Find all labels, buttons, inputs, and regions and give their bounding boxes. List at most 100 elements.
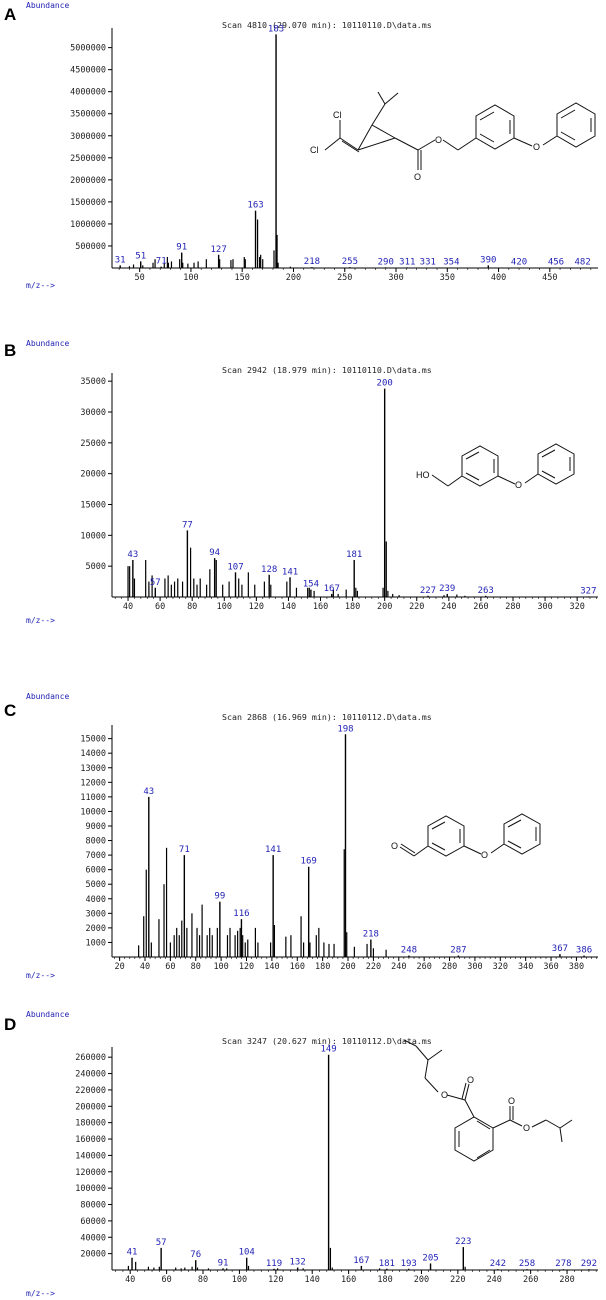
mol-bond <box>507 840 522 849</box>
x-tick-label: 80 <box>187 602 197 612</box>
mol-bond <box>431 842 446 851</box>
peak-label: 239 <box>439 584 455 594</box>
mz-axis-label: m/z--> <box>26 281 55 290</box>
y-tick-label: 2000 <box>86 924 106 934</box>
mol-bond <box>464 1083 470 1101</box>
x-tick-label: 40 <box>140 962 150 972</box>
peak-label: 287 <box>450 946 466 956</box>
panel-letter: D <box>4 1015 16 1034</box>
atom-label: Cl <box>310 145 319 155</box>
mol-ring <box>503 813 541 855</box>
y-tick-label: 5000000 <box>70 44 106 54</box>
y-tick-label: 35000 <box>80 377 106 387</box>
peak-label: 104 <box>239 1248 255 1258</box>
x-tick-label: 120 <box>268 1275 283 1285</box>
abundance-label: Abundance <box>26 692 70 701</box>
atom-label: O <box>508 1096 515 1106</box>
x-tick-label: 240 <box>487 1275 502 1285</box>
peak-label: 41 <box>127 1248 138 1258</box>
x-tick-label: 280 <box>505 602 520 612</box>
x-tick-label: 300 <box>388 273 403 283</box>
mol-bond <box>479 133 495 143</box>
mol-ring <box>475 104 515 150</box>
x-tick-label: 280 <box>559 1275 574 1285</box>
y-tick-label: 140000 <box>75 1151 106 1161</box>
peak-label: 218 <box>304 257 320 267</box>
peak-label: 43 <box>127 550 138 560</box>
x-tick-label: 260 <box>416 962 431 972</box>
x-tick-label: 160 <box>341 1275 356 1285</box>
y-tick-label: 100000 <box>75 1184 106 1194</box>
mol-bond <box>507 819 522 828</box>
x-tick-label: 160 <box>313 602 328 612</box>
mol-bond <box>559 1127 563 1143</box>
y-tick-label: 80000 <box>80 1201 106 1211</box>
mol-bond <box>424 1077 439 1093</box>
peak-label: 367 <box>552 944 568 954</box>
peak-label: 94 <box>209 548 220 558</box>
peak-label: 91 <box>176 243 187 253</box>
mol-bond <box>446 1094 466 1101</box>
panel-b: B Abundance Scan 2942 (18.979 min): 1011… <box>4 339 598 625</box>
peak-label: 149 <box>320 1045 336 1055</box>
mol-bond <box>377 91 386 105</box>
x-tick-label: 180 <box>377 1275 392 1285</box>
y-tick-label: 120000 <box>75 1168 106 1178</box>
mol-bond <box>415 1045 429 1061</box>
mol-bond <box>442 139 459 151</box>
mol-bond <box>394 137 419 151</box>
plot-area: 1000 2000 3000 4000 5000 6000 7000 8000 9000 1000… <box>80 724 598 972</box>
x-tick-label: 200 <box>340 962 355 972</box>
mol-bond <box>357 137 396 151</box>
x-tick-label: 340 <box>518 962 533 972</box>
y-tick-label: 4000000 <box>70 88 106 98</box>
y-tick-label: 5000 <box>86 880 106 890</box>
mol-bond <box>476 1149 491 1159</box>
peak-label: 278 <box>555 1259 571 1269</box>
abundance-label: Abundance <box>26 1 70 10</box>
atom-label: HO <box>416 470 430 480</box>
x-tick-label: 240 <box>391 962 406 972</box>
atom-label: O <box>481 850 488 860</box>
y-tick-label: 10000 <box>80 531 106 541</box>
peak-label: 242 <box>490 1259 506 1269</box>
mol-bond <box>492 1119 511 1129</box>
mol-bond <box>560 131 576 141</box>
y-tick-label: 20000 <box>80 1250 106 1260</box>
peak-label: 76 <box>190 1250 201 1260</box>
peak-label: 327 <box>580 586 596 596</box>
mol-bond <box>513 137 533 147</box>
mol-bond <box>357 124 373 151</box>
atom-label: O <box>435 135 442 145</box>
peak-label: 91 <box>218 1258 229 1268</box>
plot-area: 500000 1000000 1500000 2000000 2500000 300000… <box>70 24 598 283</box>
y-tick-label: 1000000 <box>70 220 106 230</box>
atom-label: O <box>515 480 522 490</box>
x-tick-label: 320 <box>569 602 584 612</box>
peak-label: 57 <box>156 1238 167 1248</box>
y-tick-label: 12000 <box>80 778 106 788</box>
peak-label: 181 <box>346 550 362 560</box>
y-tick-label: 30000 <box>80 408 106 418</box>
mol-bond <box>457 137 477 151</box>
mol-bond <box>559 1119 573 1129</box>
mol-bond <box>339 137 359 151</box>
y-tick-label: 10000 <box>80 807 106 817</box>
peak-label: 119 <box>266 1259 282 1269</box>
x-tick-label: 180 <box>345 602 360 612</box>
molecule-permethrin <box>324 91 596 170</box>
scan-header: Scan 2942 (18.979 min): 10110110.D\data.… <box>222 365 432 375</box>
mol-bond <box>524 473 539 484</box>
mol-bond <box>424 1059 429 1079</box>
mol-bond <box>465 472 480 481</box>
x-tick-label: 200 <box>414 1275 429 1285</box>
atom-label: O <box>391 841 398 851</box>
atom-label: O <box>533 142 540 152</box>
mol-bond <box>463 845 482 855</box>
peak-label: 116 <box>233 909 249 919</box>
plot-area: 20000 40000 60000 80000 100000 120000 140000 16… <box>75 1045 598 1285</box>
peak-label: 218 <box>363 930 379 940</box>
peak-label: 482 <box>574 258 590 268</box>
y-tick-label: 3500000 <box>70 110 106 120</box>
